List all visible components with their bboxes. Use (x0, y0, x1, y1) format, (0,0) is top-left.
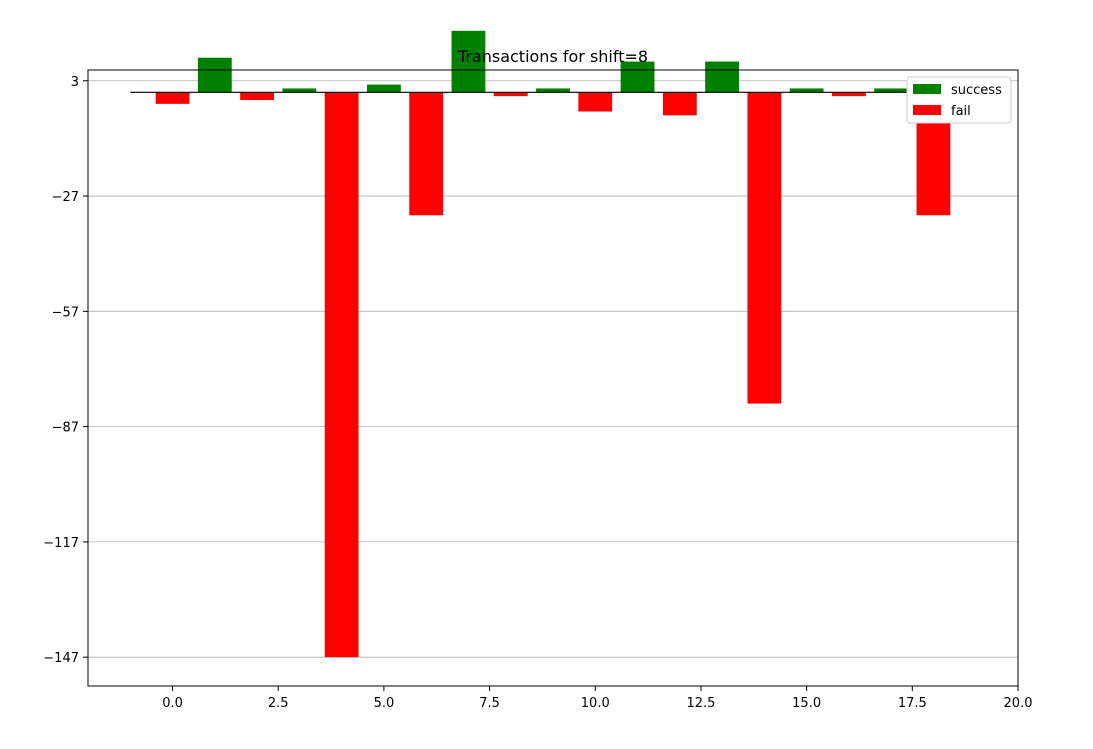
x-tick-label-6: 15.0 (792, 696, 821, 711)
bar-success-2 (367, 84, 401, 93)
legend-label-fail: fail (951, 104, 971, 119)
bar-success-5 (620, 61, 655, 93)
grid-lines (88, 80, 1018, 658)
plot-area-frame (87, 69, 1019, 687)
bar-success-0 (197, 57, 232, 93)
x-tick-label-3: 7.5 (479, 696, 500, 711)
legend: success fail (906, 76, 1012, 124)
x-tick-label-0: 0.0 (162, 696, 183, 711)
legend-label-success: success (951, 83, 1002, 98)
bar-success-1 (282, 88, 317, 93)
y-tick-label-4: −117 (43, 536, 79, 551)
y-axis: 3 −27 −57 −87 −117 −147 (43, 75, 88, 666)
bar-success-4 (536, 88, 570, 93)
x-tick-label-5: 12.5 (686, 696, 715, 711)
bar-success-3 (451, 30, 486, 93)
x-tick-label-4: 10.0 (581, 696, 610, 711)
x-tick-label-2: 5.0 (374, 696, 395, 711)
chart-title: Transactions for shift=8 (457, 47, 648, 66)
bar-fail-2 (324, 92, 359, 658)
legend-swatch-success (913, 84, 941, 94)
bar-fail-1 (240, 92, 274, 100)
bar-fail-0 (155, 92, 190, 104)
y-tick-label-0: 3 (71, 75, 79, 90)
bar-success-7 (789, 88, 824, 93)
y-tick-label-3: −87 (52, 421, 79, 436)
bar-fail-7 (747, 92, 782, 404)
bars (155, 30, 951, 658)
bar-fail-3 (409, 92, 444, 216)
bar-fail-5 (578, 92, 613, 112)
bar-fail-8 (832, 92, 866, 97)
y-tick-label-5: −147 (43, 651, 79, 666)
y-tick-label-2: −57 (52, 305, 79, 320)
bar-success-6 (705, 61, 739, 93)
bar-fail-4 (493, 92, 528, 97)
x-tick-label-1: 2.5 (268, 696, 289, 711)
x-axis: 0.0 2.5 5.0 7.5 10.0 12.5 15.0 17.5 20.0 (162, 686, 1032, 711)
bar-fail-6 (662, 92, 697, 116)
y-tick-label-1: −27 (52, 190, 79, 205)
x-tick-label-7: 17.5 (898, 696, 927, 711)
bar-success-8 (874, 88, 909, 93)
legend-swatch-fail (913, 105, 941, 115)
x-tick-label-8: 20.0 (1004, 696, 1033, 711)
